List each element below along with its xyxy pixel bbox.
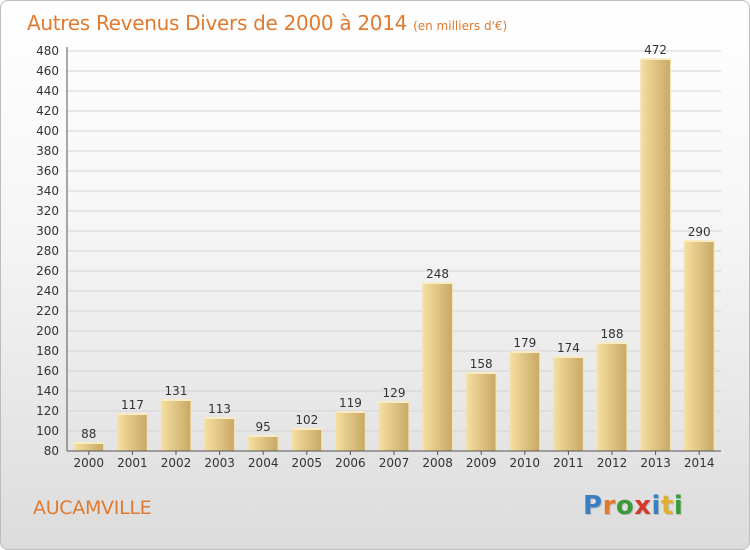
bar-2008 <box>422 282 453 452</box>
y-tick-label: 80 <box>44 444 59 458</box>
x-tick-label-2007: 2007 <box>379 456 410 470</box>
logo-letter: i <box>651 491 661 521</box>
value-label-2013: 472 <box>644 43 667 57</box>
value-label-2008: 248 <box>426 267 449 281</box>
value-label-2007: 129 <box>383 386 406 400</box>
bar-2006 <box>335 411 366 452</box>
value-label-2014: 290 <box>688 225 711 239</box>
proxiti-logo: Proxiti <box>583 491 683 521</box>
x-tick-label-2004: 2004 <box>248 456 279 470</box>
y-tick-label: 280 <box>36 244 59 258</box>
value-label-2009: 158 <box>470 357 493 371</box>
y-tick-label: 220 <box>36 304 59 318</box>
y-tick-label: 160 <box>36 364 59 378</box>
logo-letter: r <box>602 491 616 521</box>
value-label-2000: 88 <box>81 427 96 441</box>
chart-subtitle: (en milliers d'€) <box>413 19 508 33</box>
x-tick-label-2011: 2011 <box>553 456 584 470</box>
y-tick-label: 140 <box>36 384 59 398</box>
y-tick-label: 100 <box>36 424 59 438</box>
y-tick-label: 440 <box>36 84 59 98</box>
bar-2011 <box>553 356 584 452</box>
x-tick-label-2008: 2008 <box>422 456 453 470</box>
y-tick-label: 480 <box>36 44 59 58</box>
bar-2004 <box>247 435 279 452</box>
x-tick-label-2014: 2014 <box>684 456 715 470</box>
y-tick-label: 380 <box>36 144 59 158</box>
y-tick-label: 320 <box>36 204 59 218</box>
logo-letter: t <box>660 491 674 521</box>
y-tick-label: 240 <box>36 284 59 298</box>
value-label-2005: 102 <box>295 413 318 427</box>
y-tick-label: 400 <box>36 124 59 138</box>
bar-2005 <box>291 428 323 452</box>
x-tick-label-2000: 2000 <box>74 456 105 470</box>
y-tick-label: 260 <box>36 264 59 278</box>
location-name: AUCAMVILLE <box>33 497 152 519</box>
y-tick-label: 420 <box>36 104 59 118</box>
chart-title-block: Autres Revenus Divers de 2000 à 2014 (en … <box>27 11 507 35</box>
value-label-2002: 131 <box>165 384 188 398</box>
x-tick-label-2002: 2002 <box>161 456 192 470</box>
value-label-2006: 119 <box>339 396 362 410</box>
logo-text: Proxiti <box>583 491 683 521</box>
x-tick-label-2010: 2010 <box>510 456 541 470</box>
bar-2001 <box>117 413 148 452</box>
x-tick-label-2013: 2013 <box>640 456 671 470</box>
y-tick-label: 300 <box>36 224 59 238</box>
y-tick-label: 180 <box>36 344 59 358</box>
x-tick-label-2009: 2009 <box>466 456 497 470</box>
value-label-2011: 174 <box>557 341 580 355</box>
y-tick-label: 340 <box>36 184 59 198</box>
bar-2010 <box>509 351 541 452</box>
value-label-2012: 188 <box>601 327 624 341</box>
bar-2009 <box>465 372 497 452</box>
value-label-2010: 179 <box>513 336 536 350</box>
y-tick-label: 360 <box>36 164 59 178</box>
x-tick-label-2006: 2006 <box>335 456 366 470</box>
logo-letter: o <box>615 491 635 521</box>
x-tick-label-2003: 2003 <box>204 456 235 470</box>
bar-2007 <box>378 401 410 452</box>
bar-2003 <box>204 417 235 452</box>
logo-letter: x <box>634 491 652 521</box>
bar-2013 <box>640 58 671 452</box>
x-tick-label-2005: 2005 <box>292 456 323 470</box>
logo-letter: P <box>583 491 603 521</box>
y-tick-label: 460 <box>36 64 59 78</box>
value-label-2001: 117 <box>121 398 144 412</box>
chart-title: Autres Revenus Divers de 2000 à 2014 <box>27 11 408 35</box>
y-tick-label: 120 <box>36 404 59 418</box>
x-tick-label-2001: 2001 <box>117 456 148 470</box>
logo-letter: i <box>673 491 684 521</box>
bar-2002 <box>160 399 192 452</box>
x-tick-label-2012: 2012 <box>597 456 628 470</box>
value-label-2003: 113 <box>208 402 231 416</box>
bar-2012 <box>596 342 628 452</box>
bar-2014 <box>683 240 715 452</box>
bar-2000 <box>73 442 105 452</box>
value-label-2004: 95 <box>256 420 271 434</box>
y-tick-label: 200 <box>36 324 59 338</box>
